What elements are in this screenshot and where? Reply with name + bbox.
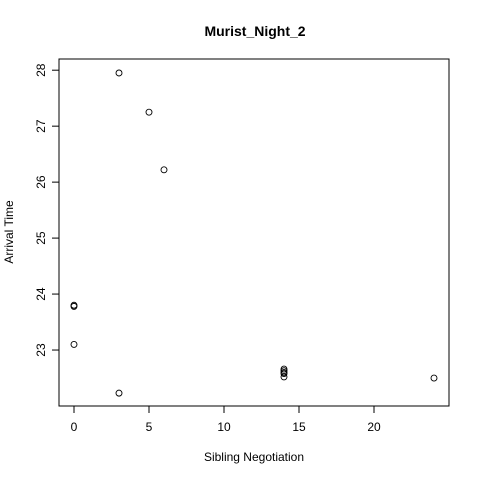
data-points: [70, 69, 438, 397]
x-tick-label: 10: [217, 420, 231, 434]
x-tick-label: 15: [292, 420, 306, 434]
y-tick-label: 24: [34, 287, 48, 301]
y-tick-label: 27: [34, 119, 48, 133]
x-axis-label: Sibling Negotiation: [204, 450, 304, 464]
chart-title: Murist_Night_2: [204, 23, 305, 39]
y-tick-label: 26: [34, 175, 48, 189]
data-point: [70, 302, 78, 310]
y-tick-label: 28: [34, 63, 48, 77]
y-axis: 23 24 25 26 27 28: [34, 63, 60, 357]
data-point: [430, 374, 438, 382]
y-tick-label: 25: [34, 231, 48, 245]
x-tick-label: 5: [146, 420, 153, 434]
data-point: [280, 370, 288, 377]
y-axis-label: Arrival Time: [2, 200, 16, 264]
data-point: [160, 166, 168, 174]
x-tick-label: 20: [367, 420, 381, 434]
x-tick-label: 0: [71, 420, 78, 434]
data-point: [70, 340, 78, 348]
data-point: [280, 373, 288, 381]
x-axis: 0 5 10 15 20: [71, 405, 381, 434]
data-point: [115, 69, 123, 77]
data-point: [115, 389, 123, 397]
y-tick-label: 23: [34, 343, 48, 357]
data-point: [145, 108, 153, 116]
